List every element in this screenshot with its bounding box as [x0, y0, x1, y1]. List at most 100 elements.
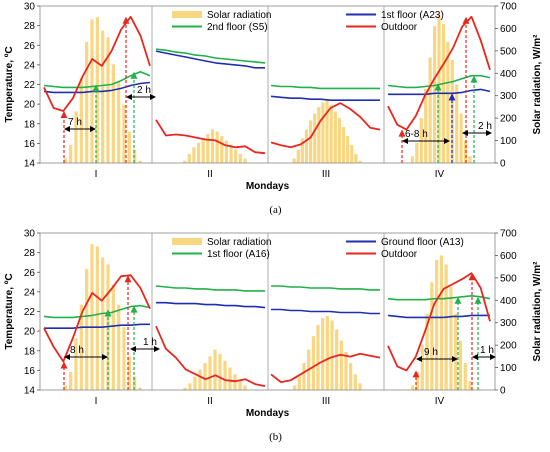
solar-bar: [220, 136, 224, 163]
marker-arrow: [468, 273, 476, 281]
solar-bar: [243, 385, 247, 390]
chart-a: 1416182022242628300100200300400500600700…: [4, 2, 543, 217]
interval-arrow-right: [102, 354, 108, 360]
solar-bar: [459, 113, 463, 163]
y-axis-title: Temperature, ºC: [4, 273, 15, 349]
x-category-label: II: [207, 169, 213, 180]
panel-iii: [292, 100, 362, 163]
series-line-2nd-floor-s5-: [270, 84, 380, 90]
solar-bar: [192, 147, 196, 163]
solar-bar: [127, 356, 131, 390]
interval-arrow-left: [126, 94, 132, 100]
solar-bar: [292, 158, 296, 163]
marker-arrow: [130, 305, 138, 313]
solar-bar: [243, 158, 247, 163]
solar-bar: [238, 154, 242, 163]
x-axis-title: Mondays: [246, 181, 290, 192]
x-category-label: IV: [435, 169, 445, 180]
solar-bar: [229, 145, 233, 163]
solar-bar: [69, 145, 73, 163]
solar-bar: [193, 376, 197, 390]
y-tick-label: 30: [24, 229, 36, 240]
marker-arrow: [448, 93, 456, 101]
x-category-label: IV: [435, 396, 445, 407]
solar-bar: [341, 127, 346, 163]
solar-bar: [454, 313, 458, 390]
series-line-ground-floor-a13-: [271, 308, 380, 315]
figure-caption: (b): [269, 431, 282, 443]
marker-arrow: [398, 129, 406, 137]
solar-bar: [430, 282, 434, 390]
marker-arrow: [130, 71, 138, 79]
series-line-1st-floor-a16-: [271, 285, 380, 291]
y-tick-label: 22: [24, 307, 36, 318]
solar-bar: [353, 374, 357, 390]
solar-bar: [435, 259, 439, 390]
y-tick-label: 26: [24, 41, 36, 52]
interval-label: 1 h: [143, 337, 157, 348]
legend-label: 1st floor (A16): [207, 249, 270, 260]
legend: Solar radiation Ground floor (A13) 1st flo…: [172, 237, 464, 260]
solar-bar: [63, 158, 67, 163]
legend-swatch-bar: [172, 11, 202, 18]
solar-bar: [218, 354, 222, 390]
series-line-1st-floor-a23-: [155, 50, 265, 69]
legend-label: Ground floor (A13): [381, 237, 464, 248]
interval-arrow-left: [402, 138, 408, 144]
legend-label: Solar radiation: [207, 10, 271, 21]
solar-bar: [358, 160, 362, 163]
marker-arrow: [104, 309, 112, 317]
y-tick-label: 18: [24, 119, 36, 130]
solar-bar: [101, 30, 105, 164]
x-category-label: III: [322, 396, 330, 407]
solar-bar: [85, 41, 89, 163]
solar-bar: [127, 131, 131, 163]
solar-bar: [63, 385, 67, 390]
solar-bar: [85, 268, 89, 390]
solar-bar: [210, 129, 215, 163]
y2-tick-label: 300: [500, 91, 517, 102]
solar-bar: [329, 104, 333, 163]
solar-bar: [203, 363, 207, 390]
y2-axis-title: Solar radiation, W/m²: [532, 34, 543, 135]
solar-bar: [79, 304, 83, 390]
solar-bar: [138, 160, 142, 163]
y2-tick-label: 600: [500, 251, 517, 262]
solar-bar: [444, 264, 448, 390]
solar-bar: [415, 372, 420, 390]
solar-bar: [224, 140, 229, 163]
y2-tick-label: 400: [500, 296, 517, 307]
marker-arrow: [92, 84, 100, 92]
marker-arrow: [454, 296, 462, 304]
series-line-2nd-floor-s5-: [43, 70, 151, 89]
solar-bar: [449, 286, 453, 390]
y2-tick-label: 200: [500, 341, 517, 352]
solar-bar: [117, 82, 121, 163]
solar-bar: [316, 324, 320, 390]
solar-bar: [74, 338, 78, 390]
solar-bar: [410, 156, 415, 163]
panel-i: [63, 17, 142, 164]
y-tick-label: 16: [24, 366, 36, 377]
series-line-2nd-floor-s5-: [387, 74, 491, 89]
figure-caption: (a): [269, 204, 282, 216]
solar-bar: [215, 131, 219, 163]
panel-iv: [411, 255, 472, 390]
y-tick-label: 28: [24, 248, 36, 259]
solar-bar: [95, 246, 99, 390]
solar-bar: [302, 363, 306, 390]
solar-bar: [308, 120, 313, 163]
legend-swatch-bar: [172, 238, 202, 245]
solar-bar: [69, 372, 73, 390]
solar-bar: [196, 142, 201, 163]
solar-bar: [468, 156, 472, 163]
interval-arrow-right: [90, 126, 96, 132]
y2-tick-label: 100: [500, 136, 517, 147]
y-axis-title: Temperature, ºC: [4, 46, 15, 122]
series-line-1st-floor-a16-: [43, 304, 151, 319]
solar-bar: [313, 113, 317, 163]
solar-bar: [304, 129, 309, 163]
solar-bar: [117, 304, 121, 390]
interval-label: 1 h: [480, 345, 494, 356]
